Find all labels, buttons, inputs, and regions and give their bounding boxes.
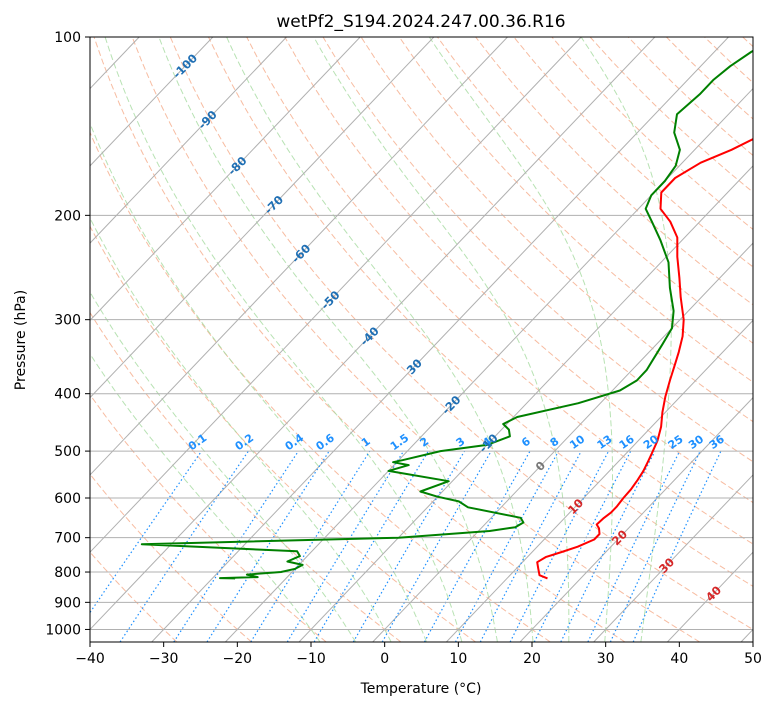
isotherm	[90, 37, 361, 322]
dry-adiabat	[169, 37, 753, 630]
x-tick-label: −10	[296, 651, 326, 667]
chart-title: wetPf2_S194.2024.247.00.36.R16	[276, 12, 565, 32]
dry-adiabat	[131, 37, 700, 642]
dry-adiabat	[90, 311, 402, 642]
pressure-gridlines	[90, 37, 753, 630]
moist-adiabat	[313, 37, 570, 642]
y-tick-label: 300	[54, 313, 81, 329]
x-tick-label: 0	[380, 651, 389, 667]
x-tick-label: −20	[223, 651, 253, 667]
moist-adiabat	[104, 37, 463, 642]
moist-adiabat	[226, 37, 534, 642]
x-tick-label: 40	[670, 651, 688, 667]
x-tick-label: −30	[149, 651, 179, 667]
y-tick-label: 500	[54, 444, 81, 460]
isotherm	[298, 165, 753, 642]
x-tick-label: 30	[597, 651, 615, 667]
moist-adiabat	[90, 353, 321, 642]
isotherm	[372, 242, 753, 642]
y-tick-label: 600	[54, 491, 81, 507]
plot-frame	[89, 36, 754, 643]
isotherm	[593, 474, 753, 642]
y-tick-label: 400	[54, 387, 81, 403]
moist-adiabat	[90, 216, 392, 642]
temperature-profile	[536, 138, 753, 580]
mixing-ratio-line	[479, 450, 582, 642]
x-tick-label: 10	[449, 651, 467, 667]
isotherm	[90, 37, 582, 553]
x-tick-label: 20	[523, 651, 541, 667]
moist-adiabat	[90, 291, 357, 642]
isotherm	[90, 37, 508, 476]
mixing-ratio-line	[206, 450, 330, 642]
y-axis: 100 200 300 400 500 600 700 800 900 1000	[45, 30, 90, 638]
y-tick-label: 200	[54, 208, 81, 224]
isotherm	[90, 37, 656, 631]
y-tick-label: 1000	[45, 622, 81, 638]
isotherm	[90, 37, 214, 167]
isotherm	[519, 396, 753, 642]
mixing-ratio-line	[533, 450, 632, 642]
y-tick-label: 900	[54, 595, 81, 611]
dewpoint-profile	[140, 49, 753, 580]
moist-adiabat	[428, 37, 613, 642]
x-tick-label: −40	[75, 651, 105, 667]
dry-adiabat	[90, 225, 476, 642]
plot-background	[90, 37, 753, 642]
x-axis-title: Temperature (°C)	[360, 681, 482, 697]
dry-adiabat	[284, 37, 753, 504]
dry-adiabat	[436, 37, 753, 344]
isotherm	[446, 319, 753, 642]
mixing-ratio-line	[119, 450, 249, 642]
moist-adiabat	[90, 122, 427, 642]
y-tick-label: 100	[54, 30, 81, 46]
isotherm	[90, 37, 435, 399]
dry-adiabat	[90, 131, 551, 642]
mixing-ratio-line	[560, 450, 656, 642]
mixing-ratio-line	[286, 450, 405, 642]
mixing-ratio-line	[454, 450, 560, 642]
dry-adiabat	[93, 37, 626, 642]
x-tick-label: 50	[744, 651, 762, 667]
isotherm	[225, 87, 753, 642]
isotherm	[90, 37, 287, 244]
mixing-ratio-line	[173, 450, 299, 642]
dry-adiabat	[90, 473, 252, 642]
dry-adiabat	[322, 37, 753, 463]
y-tick-label: 800	[54, 565, 81, 581]
x-axis: −40 −30 −20 −10 0 10 20 30 40 50	[75, 642, 762, 667]
dry-adiabat	[90, 551, 178, 642]
mixing-ratio-line	[423, 450, 531, 642]
y-axis-title: Pressure (hPa)	[13, 290, 29, 390]
dry-adiabat	[398, 37, 753, 383]
y-tick-label: 700	[54, 531, 81, 547]
dry-adiabat	[208, 37, 753, 587]
series-layer	[140, 49, 753, 580]
moist-adiabat	[158, 37, 498, 642]
